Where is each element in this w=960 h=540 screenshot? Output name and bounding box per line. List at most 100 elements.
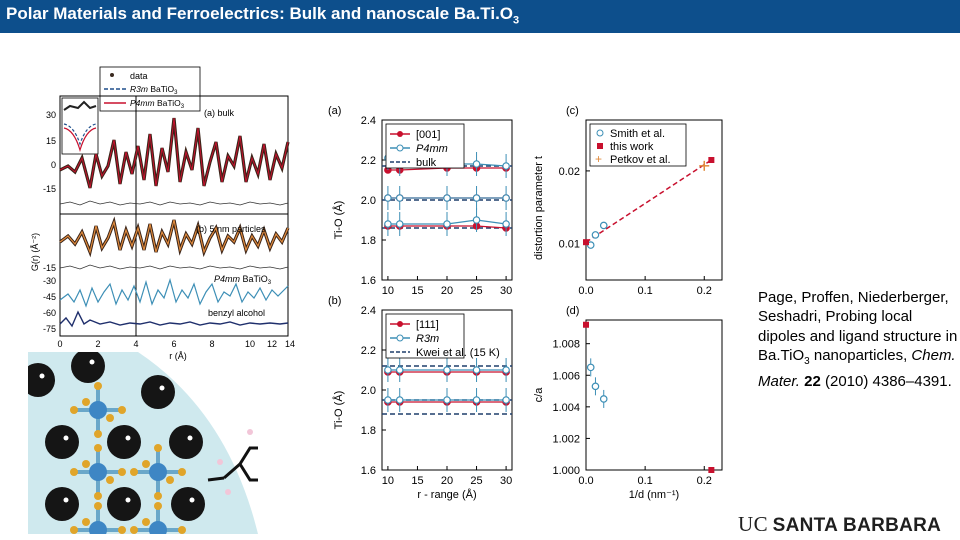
ytick: 1.004 — [552, 402, 580, 414]
ytick: 1.000 — [552, 465, 580, 477]
ytick: -45 — [43, 292, 56, 302]
xtick: 10 — [382, 285, 394, 297]
data-point — [443, 366, 451, 374]
oxygen-atom — [70, 468, 78, 476]
data-point — [502, 366, 510, 374]
oxygen-atom — [70, 526, 78, 534]
barium-atom — [169, 425, 203, 459]
oxygen-atom — [130, 526, 138, 534]
ytick: 2.0 — [361, 385, 376, 397]
oxygen-atom — [178, 468, 186, 476]
legend-label: Kwei et al. (15 K) — [416, 347, 500, 359]
bulk-fit-curve — [59, 117, 289, 189]
pdf-plot-frame — [59, 95, 289, 337]
xtick: 2 — [95, 339, 100, 349]
xtick: 10 — [382, 475, 394, 487]
panel-d-frame — [585, 319, 723, 471]
fit-line — [585, 159, 712, 243]
legend-marker — [396, 334, 404, 342]
citation-journal: Chem. Mater. — [758, 347, 956, 390]
oxygen-atom — [130, 468, 138, 476]
xtick: 20 — [441, 285, 453, 297]
oxygen-atom — [154, 492, 162, 500]
ytick: -15 — [43, 263, 56, 273]
xtick: 0.1 — [637, 475, 652, 487]
data-point — [384, 194, 392, 202]
data-point — [443, 220, 451, 228]
logo-uc: UC — [738, 512, 769, 536]
xlabel: 1/d (nm⁻¹) — [629, 489, 679, 501]
xtick: 0.1 — [637, 285, 652, 297]
oxygen-atom — [94, 502, 102, 510]
atom-highlight — [39, 373, 45, 379]
citation-text: Probing local dipoles and ligand structu… — [758, 308, 958, 365]
data-point — [472, 160, 481, 168]
xlabel: r - range (Å) — [417, 488, 476, 501]
xtick: 10 — [245, 339, 255, 349]
legend-marker — [596, 129, 604, 137]
legend-marker — [396, 144, 404, 152]
data-point — [395, 366, 404, 374]
inset-red-curve — [63, 127, 97, 153]
crystal-structure-illustration — [28, 352, 258, 534]
p4mm-simulated-curve — [59, 277, 289, 308]
ytick: 2.4 — [361, 305, 376, 317]
data-point — [395, 220, 404, 228]
atom-highlight — [125, 497, 131, 503]
ucsb-logo: UC SANTA BARBARA — [738, 512, 941, 537]
nano-fit-curve — [59, 219, 289, 255]
data-point — [472, 366, 481, 374]
hydrogen-atom — [217, 459, 223, 465]
xtick: 8 — [209, 339, 214, 349]
barium-atom — [141, 375, 175, 409]
nano-difference-curve — [59, 264, 289, 270]
data-point — [472, 216, 481, 224]
oxygen-atom — [118, 468, 126, 476]
citation-authors: Page, Proffen, Niederberger, Seshadri, — [758, 289, 949, 326]
legend-label: P4mm — [416, 143, 448, 155]
legend-label: R3m — [416, 333, 439, 345]
oxygen-atom — [82, 460, 90, 468]
ti-o-charts: (a) 1.6 1.8 2.0 2.2 2.4 10 15 20 25 30 Ti-O (Å) [001… — [328, 105, 723, 501]
pdf-xticks: 0 2 4 6 8 10 12 14 — [57, 339, 295, 349]
atom-highlight — [187, 435, 193, 441]
barium-atom — [45, 425, 79, 459]
legend-marker — [597, 143, 603, 149]
oxygen-atom — [142, 518, 150, 526]
xtick: 0 — [57, 339, 62, 349]
oxygen-atom — [178, 526, 186, 534]
barium-atom — [71, 352, 105, 383]
label-b-particles: (b) 5 nm particles — [196, 224, 266, 234]
data-point — [708, 467, 715, 473]
legend-data-marker — [110, 73, 114, 77]
data-point — [591, 382, 600, 391]
bond — [207, 476, 225, 482]
data-point — [502, 162, 510, 170]
oxygen-atom — [154, 502, 162, 510]
legend-box — [589, 123, 687, 167]
data-point — [599, 221, 608, 230]
oxygen-atom — [70, 406, 78, 414]
xtick: 30 — [500, 475, 512, 487]
titanium-atom — [89, 401, 107, 419]
data-point — [583, 239, 589, 246]
legend-marker — [397, 131, 403, 137]
oxygen-atom — [94, 444, 102, 452]
ylabel: Ti-O (Å) — [332, 201, 345, 240]
citation: Page, Proffen, Niederberger, Seshadri, P… — [758, 288, 958, 391]
xtick: 4 — [133, 339, 138, 349]
oxygen-atom — [154, 444, 162, 452]
ylabel: c/a — [533, 387, 545, 403]
pdf-yticks: 30 15 0 -15 -15 -30 -45 -60 -75 — [43, 110, 56, 334]
atom-highlight — [189, 497, 195, 503]
titanium-atom — [149, 521, 167, 534]
barium-atom — [45, 487, 79, 521]
label-p4mm-bto: P4mm BaTiO3 — [214, 274, 272, 286]
panel-c-frame — [585, 119, 723, 281]
legend-label: Petkov et al. — [610, 154, 671, 166]
legend-p4mm-label: P4mm BaTiO3 — [130, 98, 185, 110]
xtick: 25 — [470, 285, 482, 297]
titanium-atom — [89, 463, 107, 481]
oxygen-atom — [118, 406, 126, 414]
oxygen-atom — [94, 430, 102, 438]
